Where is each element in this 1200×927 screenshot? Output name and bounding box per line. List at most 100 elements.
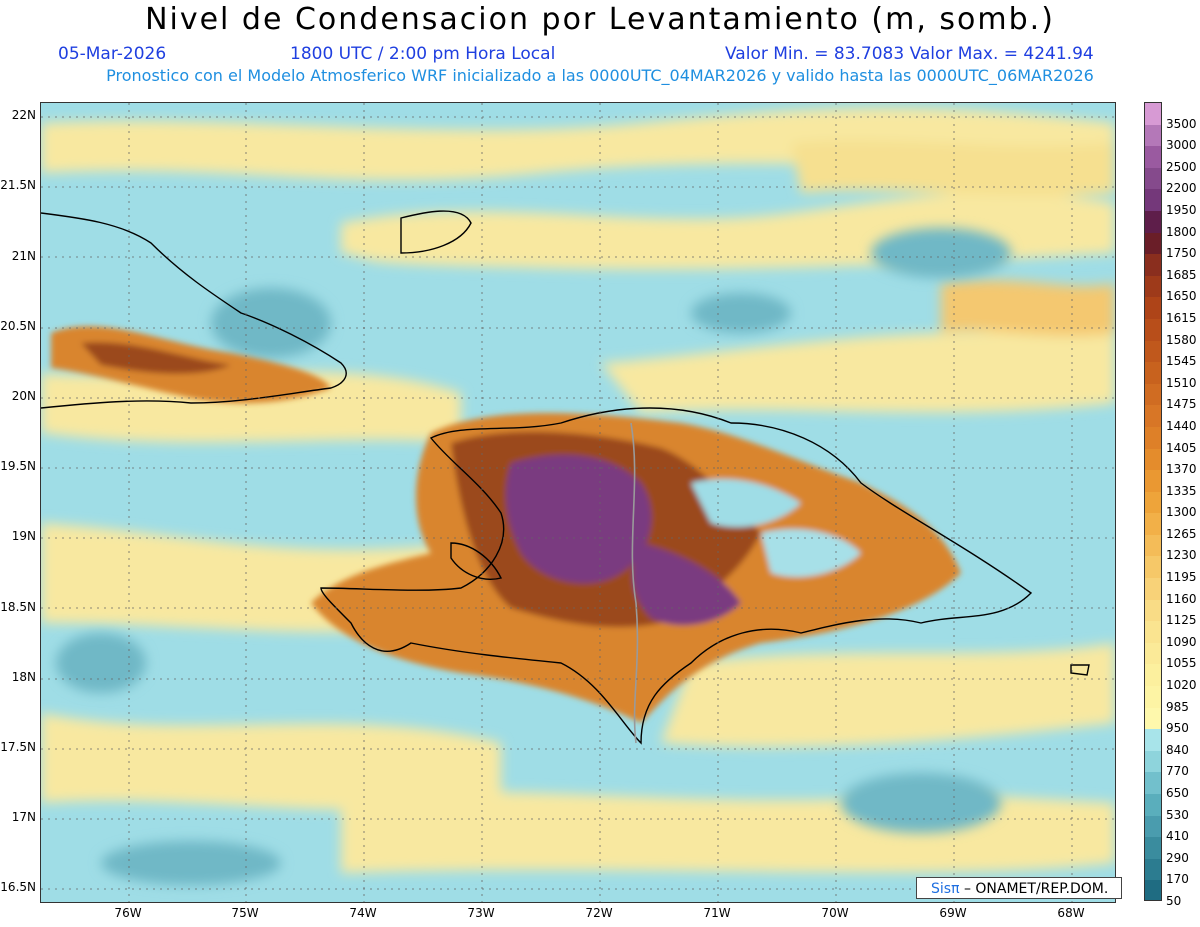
colorbar-level-label: 1125: [1166, 613, 1197, 628]
lat-label: 20N: [11, 389, 36, 403]
colorbar-swatch: [1145, 103, 1161, 125]
colorbar-level-label: 290: [1166, 850, 1189, 865]
colorbar-swatch: [1145, 167, 1161, 190]
colorbar: [1144, 102, 1162, 901]
lat-label: 17.5N: [0, 740, 36, 754]
colorbar-level-label: 985: [1166, 699, 1189, 714]
colorbar-swatch: [1145, 318, 1161, 341]
colorbar-level-label: 1335: [1166, 483, 1197, 498]
ocean-dark-patches: [56, 228, 1011, 885]
colorbar-swatch: [1145, 815, 1161, 838]
lon-label: 72W: [585, 906, 613, 920]
colorbar-swatch: [1145, 621, 1161, 643]
lon-label: 74W: [349, 906, 377, 920]
lon-label: 68W: [1057, 906, 1085, 920]
lat-label: 21.5N: [0, 178, 36, 192]
lat-label: 16.5N: [0, 880, 36, 894]
colorbar-level-label: 1160: [1166, 591, 1197, 606]
map-panel: [40, 102, 1116, 903]
colorbar-level-label: 1265: [1166, 526, 1197, 541]
colorbar-swatch: [1145, 275, 1161, 298]
colorbar-level-label: 1230: [1166, 548, 1197, 563]
colorbar-level-label: 1020: [1166, 678, 1197, 693]
lat-label: 19N: [11, 529, 36, 543]
colorbar-swatch: [1145, 362, 1161, 384]
colorbar-swatch: [1145, 124, 1161, 147]
country-border: [630, 422, 639, 744]
colorbar-level-label: 650: [1166, 786, 1189, 801]
colorbar-swatch: [1145, 599, 1161, 622]
colorbar-swatch: [1145, 686, 1161, 708]
forecast-note: Pronostico con el Modelo Atmosferico WRF…: [106, 66, 1094, 85]
colorbar-level-label: 1750: [1166, 246, 1197, 261]
forecast-time: 1800 UTC / 2:00 pm Hora Local: [290, 44, 556, 64]
colorbar-level-label: 2200: [1166, 181, 1197, 196]
lon-label: 73W: [467, 906, 495, 920]
colorbar-swatch: [1145, 383, 1161, 406]
colorbar-swatch: [1145, 578, 1161, 600]
lon-label: 69W: [939, 906, 967, 920]
colorbar-swatch: [1145, 189, 1161, 211]
lon-label: 75W: [231, 906, 259, 920]
credit-org: – ONAMET/REP.DOM.: [959, 881, 1109, 897]
colorbar-swatch: [1145, 405, 1161, 427]
colorbar-swatch: [1145, 772, 1161, 794]
colorbar-level-label: 410: [1166, 829, 1189, 844]
lat-label: 18.5N: [0, 600, 36, 614]
colorbar-swatch: [1145, 210, 1161, 233]
colorbar-level-label: 1090: [1166, 634, 1197, 649]
colorbar-swatch: [1145, 556, 1161, 579]
colorbar-swatch: [1145, 297, 1161, 319]
colorbar-level-label: 1615: [1166, 310, 1197, 325]
colorbar-swatch: [1145, 470, 1161, 492]
colorbar-swatch: [1145, 642, 1161, 665]
colorbar-level-label: 1685: [1166, 267, 1197, 282]
lcl-field-map: [41, 103, 1115, 902]
lon-label: 70W: [821, 906, 849, 920]
colorbar-swatch: [1145, 513, 1161, 535]
colorbar-swatch: [1145, 729, 1161, 751]
colorbar-level-label: 3000: [1166, 138, 1197, 153]
colorbar-level-label: 1650: [1166, 289, 1197, 304]
forecast-date: 05-Mar-2026: [58, 44, 167, 64]
hispaniola-field: [311, 413, 961, 723]
lat-label: 22N: [11, 108, 36, 122]
colorbar-swatch: [1145, 534, 1161, 557]
colorbar-level-label: 1475: [1166, 397, 1197, 412]
yellow-bands: [41, 108, 1115, 873]
colorbar-level-label: 170: [1166, 872, 1189, 887]
colorbar-level-label: 950: [1166, 721, 1189, 736]
colorbar-level-label: 1405: [1166, 440, 1197, 455]
lat-label: 19.5N: [0, 459, 36, 473]
lat-label: 18N: [11, 670, 36, 684]
colorbar-level-label: 840: [1166, 742, 1189, 757]
colorbar-swatch: [1145, 837, 1161, 859]
colorbar-level-label: 1950: [1166, 202, 1197, 217]
lat-label: 17N: [11, 810, 36, 824]
colorbar-swatch: [1145, 664, 1161, 687]
chart-title: Nivel de Condensacion por Levantamiento …: [145, 2, 1055, 37]
coastlines: [41, 210, 1090, 745]
colorbar-level-label: 1370: [1166, 462, 1197, 477]
colorbar-swatch: [1145, 340, 1161, 363]
colorbar-level-label: 1300: [1166, 505, 1197, 520]
colorbar-level-label: 1545: [1166, 354, 1197, 369]
sis-logo: Sisπ: [931, 881, 960, 897]
colorbar-level-label: 1580: [1166, 332, 1197, 347]
colorbar-level-label: 1055: [1166, 656, 1197, 671]
lat-label: 20.5N: [0, 319, 36, 333]
colorbar-swatch: [1145, 750, 1161, 773]
colorbar-level-label: 1195: [1166, 570, 1197, 585]
colorbar-swatch: [1145, 880, 1161, 900]
graticule: [41, 103, 1115, 902]
lon-label: 76W: [114, 906, 142, 920]
colorbar-level-label: 770: [1166, 764, 1189, 779]
colorbar-swatch: [1145, 794, 1161, 816]
colorbar-level-label: 530: [1166, 807, 1189, 822]
cuba-orange-band: [51, 326, 331, 404]
colorbar-level-label: 50: [1166, 894, 1182, 908]
credit-box: Sisπ – ONAMET/REP.DOM.: [916, 877, 1122, 899]
colorbar-swatch: [1145, 858, 1161, 881]
colorbar-swatch: [1145, 426, 1161, 449]
colorbar-swatch: [1145, 448, 1161, 471]
